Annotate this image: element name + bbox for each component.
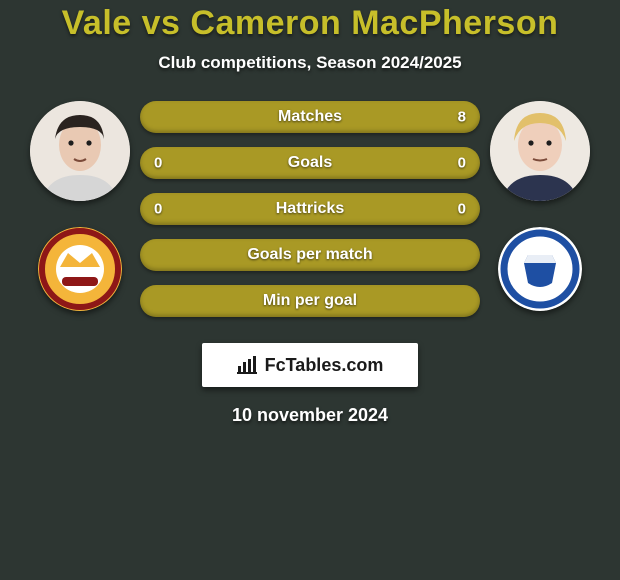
stat-row-goals: 0 Goals 0: [140, 147, 480, 179]
page-title: Vale vs Cameron MacPherson: [62, 4, 559, 43]
season-subtitle: Club competitions, Season 2024/2025: [158, 53, 461, 73]
stat-row-min-per-goal: Min per goal: [140, 285, 480, 317]
stat-label: Matches: [278, 108, 342, 126]
comparison-date: 10 november 2024: [232, 405, 388, 426]
stat-left-value: 0: [154, 155, 162, 172]
stat-label: Goals per match: [247, 246, 372, 264]
stat-row-goals-per-match: Goals per match: [140, 239, 480, 271]
stat-label: Hattricks: [276, 200, 344, 218]
brand-badge: FcTables.com: [202, 343, 418, 387]
club-right-crest: [498, 227, 582, 311]
stat-row-hattricks: 0 Hattricks 0: [140, 193, 480, 225]
stat-right-value: 8: [458, 109, 466, 126]
brand-text: FcTables.com: [265, 355, 384, 376]
player-right-column: [480, 101, 600, 311]
stat-left-value: 0: [154, 201, 162, 218]
stat-label: Goals: [288, 154, 332, 172]
stat-label: Min per goal: [263, 292, 357, 310]
player-left-column: [20, 101, 140, 311]
comparison-card: Vale vs Cameron MacPherson Club competit…: [0, 0, 620, 426]
bar-chart-icon: [237, 356, 259, 374]
stat-right-value: 0: [458, 201, 466, 218]
player-right-portrait: [490, 101, 590, 201]
stat-rows: Matches 8 0 Goals 0 0 Hattricks 0 Goals …: [140, 101, 480, 426]
stat-row-matches: Matches 8: [140, 101, 480, 133]
player-left-portrait: [30, 101, 130, 201]
club-left-crest: [38, 227, 122, 311]
comparison-body: Matches 8 0 Goals 0 0 Hattricks 0 Goals …: [0, 101, 620, 426]
stat-right-value: 0: [458, 155, 466, 172]
